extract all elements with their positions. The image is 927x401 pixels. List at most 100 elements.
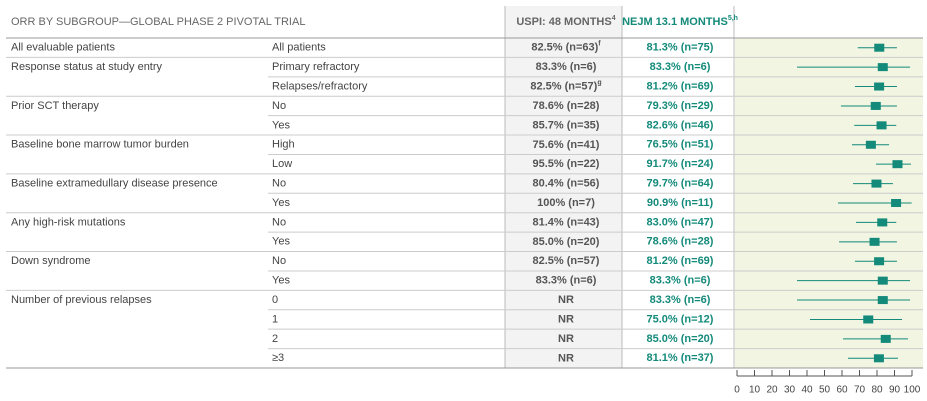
subgroup-label: ≥3 bbox=[272, 352, 284, 364]
uspi-text: 83.3% (n=6) bbox=[536, 61, 597, 73]
x-tick-label: 30 bbox=[784, 385, 796, 396]
point-estimate bbox=[870, 101, 881, 110]
group-label: Number of previous relapses bbox=[11, 294, 152, 306]
point-estimate bbox=[877, 218, 888, 227]
uspi-value: NR bbox=[558, 294, 574, 306]
group-label: Baseline bone marrow tumor burden bbox=[11, 139, 189, 151]
subgroup-label: No bbox=[272, 100, 286, 112]
uspi-value: 75.6% (n=41) bbox=[533, 139, 600, 151]
subgroup-label: All patients bbox=[272, 42, 326, 54]
subgroup-label: No bbox=[272, 177, 286, 189]
subgroup-label: High bbox=[272, 139, 295, 151]
uspi-text: NR bbox=[558, 352, 574, 364]
uspi-value: 82.5% (n=57)g bbox=[530, 79, 601, 92]
nejm-value: 83.3% (n=6) bbox=[650, 275, 711, 287]
header-uspi: USPI: 48 MONTHS4 bbox=[516, 15, 615, 28]
subgroup-label: No bbox=[272, 216, 286, 228]
point-estimate bbox=[873, 354, 884, 363]
uspi-value: NR bbox=[558, 333, 574, 345]
uspi-text: 82.5% (n=57) bbox=[530, 80, 597, 92]
uspi-value: 82.5% (n=63)f bbox=[531, 41, 601, 54]
group-label: Prior SCT therapy bbox=[11, 100, 99, 112]
point-estimate bbox=[877, 296, 888, 305]
point-estimate bbox=[874, 82, 885, 91]
nejm-value: 90.9% (n=11) bbox=[647, 197, 714, 209]
subgroup-label: No bbox=[272, 255, 286, 267]
nejm-value: 81.3% (n=75) bbox=[647, 42, 714, 54]
uspi-text: 85.0% (n=20) bbox=[533, 236, 600, 248]
point-estimate bbox=[865, 140, 876, 149]
group-label: Response status at study entry bbox=[11, 61, 163, 73]
subgroup-label: Yes bbox=[272, 275, 290, 287]
header-nejm: NEJM 13.1 MONTHS5,h bbox=[622, 15, 738, 28]
uspi-value: 81.4% (n=43) bbox=[533, 216, 600, 228]
uspi-value: NR bbox=[558, 313, 574, 325]
nejm-value: 83.0% (n=47) bbox=[647, 216, 714, 228]
group-label: Down syndrome bbox=[11, 255, 90, 267]
header-nejm-sup: 5,h bbox=[728, 15, 738, 22]
nejm-value: 81.2% (n=69) bbox=[647, 80, 714, 92]
x-tick-label: 100 bbox=[904, 385, 921, 396]
nejm-value: 81.2% (n=69) bbox=[647, 255, 714, 267]
uspi-value: 85.0% (n=20) bbox=[533, 236, 600, 248]
subgroup-label: 2 bbox=[272, 333, 278, 345]
x-tick-label: 60 bbox=[836, 385, 848, 396]
uspi-text: 75.6% (n=41) bbox=[533, 139, 600, 151]
x-tick-label: 0 bbox=[734, 385, 740, 396]
nejm-value: 82.6% (n=46) bbox=[647, 119, 714, 131]
uspi-text: 82.5% (n=57) bbox=[533, 255, 600, 267]
uspi-value: 83.3% (n=6) bbox=[536, 275, 597, 287]
uspi-text: 78.6% (n=28) bbox=[533, 100, 600, 112]
group-label: Baseline extramedullary disease presence bbox=[11, 177, 218, 189]
uspi-text: NR bbox=[558, 313, 574, 325]
nejm-value: 91.7% (n=24) bbox=[647, 158, 714, 170]
point-estimate bbox=[877, 276, 888, 285]
subgroup-label: Yes bbox=[272, 197, 290, 209]
header-title: ORR BY SUBGROUP—GLOBAL PHASE 2 PIVOTAL T… bbox=[11, 16, 305, 28]
uspi-text: 100% (n=7) bbox=[537, 197, 595, 209]
nejm-value: 83.3% (n=6) bbox=[650, 294, 711, 306]
uspi-text: 80.4% (n=56) bbox=[533, 177, 600, 189]
nejm-value: 83.3% (n=6) bbox=[650, 61, 711, 73]
uspi-column-bg bbox=[505, 6, 622, 368]
point-estimate bbox=[874, 257, 885, 266]
x-tick-label: 50 bbox=[819, 385, 831, 396]
x-tick-label: 90 bbox=[889, 385, 901, 396]
header-nejm-text: NEJM 13.1 MONTHS bbox=[622, 16, 728, 28]
group-label: All evaluable patients bbox=[11, 42, 115, 54]
subgroup-label: Yes bbox=[272, 119, 290, 131]
nejm-value: 85.0% (n=20) bbox=[647, 333, 714, 345]
header-uspi-sup: 4 bbox=[612, 15, 616, 22]
x-tick-label: 70 bbox=[854, 385, 866, 396]
uspi-text: 81.4% (n=43) bbox=[533, 216, 600, 228]
nejm-value: 79.3% (n=29) bbox=[647, 100, 714, 112]
uspi-value: 82.5% (n=57) bbox=[533, 255, 600, 267]
point-estimate bbox=[871, 179, 882, 188]
subgroup-label: 0 bbox=[272, 294, 278, 306]
nejm-value: 81.1% (n=37) bbox=[647, 352, 714, 364]
point-estimate bbox=[877, 63, 888, 72]
uspi-text: 85.7% (n=35) bbox=[533, 119, 600, 131]
uspi-value: NR bbox=[558, 352, 574, 364]
nejm-value: 78.6% (n=28) bbox=[647, 236, 714, 248]
subgroup-label: 1 bbox=[272, 313, 278, 325]
uspi-value: 80.4% (n=56) bbox=[533, 177, 600, 189]
uspi-text: NR bbox=[558, 294, 574, 306]
point-estimate bbox=[863, 315, 874, 324]
point-estimate bbox=[891, 199, 902, 207]
subgroup-label: Yes bbox=[272, 236, 290, 248]
point-estimate bbox=[892, 160, 903, 169]
uspi-value: 78.6% (n=28) bbox=[533, 100, 600, 112]
point-estimate bbox=[869, 237, 880, 246]
x-tick-label: 20 bbox=[766, 385, 778, 396]
point-estimate bbox=[880, 334, 891, 343]
x-tick-label: 40 bbox=[801, 385, 813, 396]
nejm-value: 75.0% (n=12) bbox=[647, 313, 714, 325]
uspi-sup: g bbox=[597, 79, 601, 86]
uspi-value: 85.7% (n=35) bbox=[533, 119, 600, 131]
uspi-text: 95.5% (n=22) bbox=[533, 158, 600, 170]
point-estimate bbox=[876, 121, 887, 130]
nejm-value: 76.5% (n=51) bbox=[647, 139, 714, 151]
nejm-value: 79.7% (n=64) bbox=[647, 177, 714, 189]
